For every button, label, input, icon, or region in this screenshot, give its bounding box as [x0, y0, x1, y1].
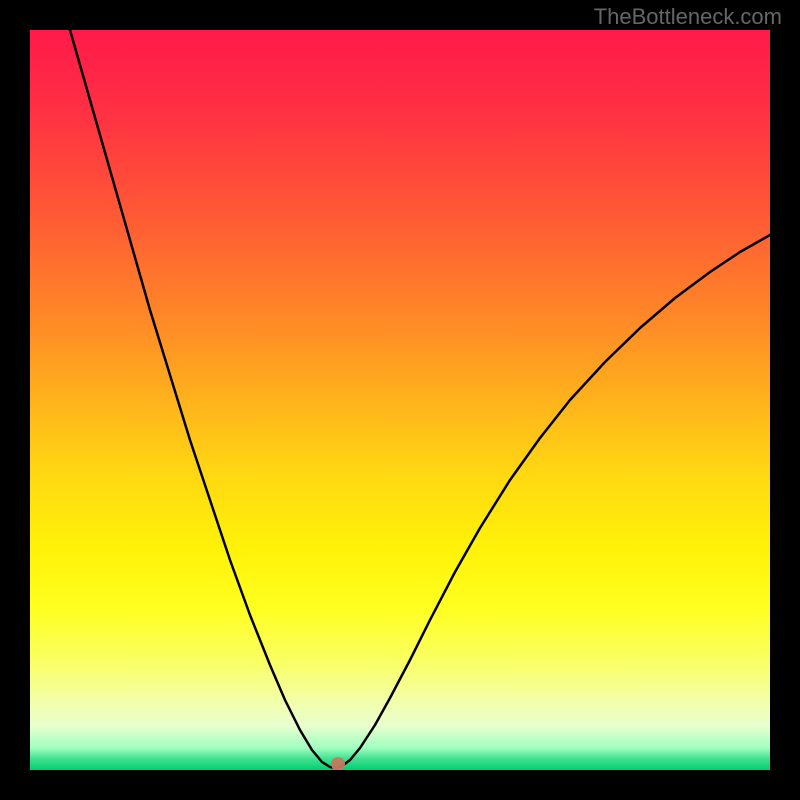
watermark-text: TheBottleneck.com [594, 4, 782, 30]
plot-area [30, 30, 770, 770]
bottleneck-curve [30, 30, 770, 770]
optimum-marker [331, 757, 345, 770]
